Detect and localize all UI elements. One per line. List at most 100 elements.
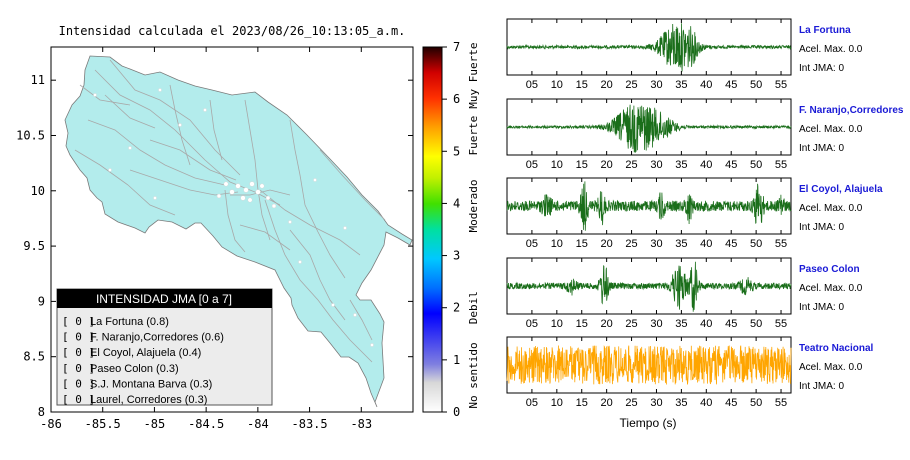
- station-acel-max: Acel. Max. 0.0: [799, 362, 863, 373]
- seismogram-tick-label: 30: [650, 159, 662, 171]
- station-int-jma: Int JMA: 0: [799, 381, 844, 392]
- map-x-tick-label: -85: [144, 417, 166, 431]
- seismogram-tick-label: 05: [526, 318, 538, 330]
- colorbar-gradient: [422, 46, 443, 413]
- legend-item: [ 0 ]La Fortuna (0.8): [62, 315, 169, 328]
- legend-item-code: [ 0 ]: [62, 315, 95, 328]
- seismogram-tick-label: 25: [625, 159, 637, 171]
- seismogram-tick-label: 25: [625, 79, 637, 91]
- seismogram-panel: 05 10 15 20 25 30 35 40 45 50 55 Paseo Colon Acel. M…: [506, 257, 863, 330]
- intensity-colorbar: 0 1 2 3 4 5 6 7 No sentido Debil Moderado Fuerte Mu…: [422, 40, 480, 419]
- legend-item-name: La Fortuna (0.8): [90, 316, 169, 328]
- seismogram-trace: [506, 345, 792, 385]
- legend-item: [ 0 ]F. Naranjo,Corredores (0.6): [62, 331, 224, 344]
- station-acel-max: Acel. Max. 0.0: [799, 203, 863, 214]
- colorbar-tick-label: 6: [453, 92, 460, 106]
- station-name: F. Naranjo,Corredores: [799, 105, 904, 116]
- seismogram-panel: 05 10 15 20 25 30 35 40 45 50 55 F. Naranjo,Corredo…: [506, 98, 904, 171]
- colorbar-level-label: Muy Fuerte: [467, 43, 480, 109]
- legend-header: [57, 289, 272, 308]
- colorbar-tick-label: 3: [453, 249, 460, 263]
- seismogram-tick-label: 55: [775, 318, 787, 330]
- seismogram-tick-label: 50: [750, 79, 762, 91]
- seismogram-trace: [506, 181, 792, 231]
- time-axis-label: Tiempo (s): [620, 416, 677, 430]
- seismogram-tick-label: 30: [650, 79, 662, 91]
- seismogram-tick-label: 50: [750, 238, 762, 250]
- station-int-jma: Int JMA: 0: [799, 63, 844, 74]
- seismogram-tick-label: 05: [526, 159, 538, 171]
- map-x-tick-label: -85.5: [85, 417, 121, 431]
- seismogram-tick-label: 10: [551, 397, 563, 409]
- legend-item-code: [ 0 ]: [62, 377, 95, 390]
- map-y-tick-label: 8: [38, 405, 45, 419]
- road-network: [74, 59, 386, 363]
- map-y-tick-label: 8.5: [23, 350, 45, 364]
- map-y-tick-label: 9: [38, 294, 45, 308]
- seismogram-tick-label: 35: [675, 79, 687, 91]
- legend-item-code: [ 0 ]: [62, 393, 95, 406]
- seismogram-tick-label: 55: [775, 79, 787, 91]
- colorbar-tick-label: 4: [453, 196, 460, 210]
- seismogram-tick-label: 15: [576, 159, 588, 171]
- seismogram-tick-label: 10: [551, 159, 563, 171]
- legend-box: [56, 288, 273, 406]
- seismogram-tick-label: 45: [725, 238, 737, 250]
- seismogram-panel: 05 10 15 20 25 30 35 40 45 50 55 Teatro Nacional Ace…: [506, 336, 873, 409]
- seismogram-tick-label: 40: [700, 238, 712, 250]
- seismogram-tick-label: 30: [650, 397, 662, 409]
- seismogram-tick-label: 15: [576, 318, 588, 330]
- legend-item: [ 0 ]Paseo Colon (0.3): [62, 362, 179, 375]
- legend-item-name: Laurel, Corredores (0.3): [90, 394, 207, 406]
- seismogram-tick-label: 35: [675, 318, 687, 330]
- legend-items: [ 0 ]La Fortuna (0.8)[ 0 ]F. Naranjo,Cor…: [62, 315, 224, 406]
- costa-rica-landmass: [64, 55, 413, 408]
- legend-item-code: [ 0 ]: [62, 346, 95, 359]
- seismogram-trace: [506, 104, 792, 153]
- seismogram-tick-label: 55: [775, 159, 787, 171]
- colorbar-level-label: Fuerte: [467, 116, 480, 156]
- station-acel-max: Acel. Max. 0.0: [799, 283, 863, 294]
- seismogram-tick-label: 25: [625, 238, 637, 250]
- seismogram-tick-label: 25: [625, 397, 637, 409]
- colorbar-level-label: Debil: [467, 291, 480, 324]
- legend-title: INTENSIDAD JMA [0 a 7]: [96, 292, 232, 306]
- seismogram-tick-label: 05: [526, 238, 538, 250]
- seismogram-tick-label: 20: [601, 397, 613, 409]
- seismogram-tick-label: 45: [725, 318, 737, 330]
- seismogram-panel: 05 10 15 20 25 30 35 40 45 50 55 La Fortuna Acel. Ma…: [506, 18, 863, 91]
- legend-item-name: S.J. Montana Barva (0.3): [90, 378, 212, 390]
- seismogram-tick-label: 45: [725, 159, 737, 171]
- seismogram-tick-label: 15: [576, 79, 588, 91]
- station-int-jma: Int JMA: 0: [799, 302, 844, 313]
- legend-item-name: F. Naranjo,Corredores (0.6): [90, 332, 224, 344]
- seismogram-tick-label: 50: [750, 397, 762, 409]
- station-acel-max: Acel. Max. 0.0: [799, 124, 863, 135]
- map-x-tick-label: -84.5: [188, 417, 224, 431]
- city-markers: [93, 88, 374, 347]
- station-name: El Coyol, Alajuela: [799, 184, 883, 195]
- seismogram-tick-label: 05: [526, 79, 538, 91]
- colorbar-tick-label: 7: [453, 40, 460, 54]
- seismogram-tick-label: 45: [725, 79, 737, 91]
- seismogram-tick-label: 20: [601, 318, 613, 330]
- map-title: Intensidad calculada el 2023/08/26_10:13…: [59, 24, 406, 38]
- colorbar-ticks: 0 1 2 3 4 5 6 7: [442, 40, 460, 419]
- seismogram-panel: 05 10 15 20 25 30 35 40 45 50 55 El Coyol, Alajuela…: [506, 177, 883, 250]
- colorbar-tick-label: 0: [453, 405, 460, 419]
- map-x-tick-label: -84: [247, 417, 269, 431]
- seismogram-trace: [506, 261, 792, 312]
- seismogram-panels: 05 10 15 20 25 30 35 40 45 50 55 La Fortuna Acel. Ma…: [506, 18, 904, 409]
- seismogram-tick-label: 35: [675, 159, 687, 171]
- seismogram-tick-label: 35: [675, 238, 687, 250]
- map-y-tick-label: 10: [31, 184, 45, 198]
- seismogram-tick-label: 30: [650, 318, 662, 330]
- seismogram-tick-label: 55: [775, 238, 787, 250]
- seismogram-tick-label: 15: [576, 238, 588, 250]
- seismogram-tick-label: 20: [601, 238, 613, 250]
- map-axis-ticks: -86 -85.5 -85 -84.5 -84 -83.5 -83 11 10.5 10 9.5 9 8…: [16, 47, 413, 431]
- station-name: Paseo Colon: [799, 264, 860, 275]
- seismogram-tick-label: 10: [551, 79, 563, 91]
- seismogram-tick-label: 05: [526, 397, 538, 409]
